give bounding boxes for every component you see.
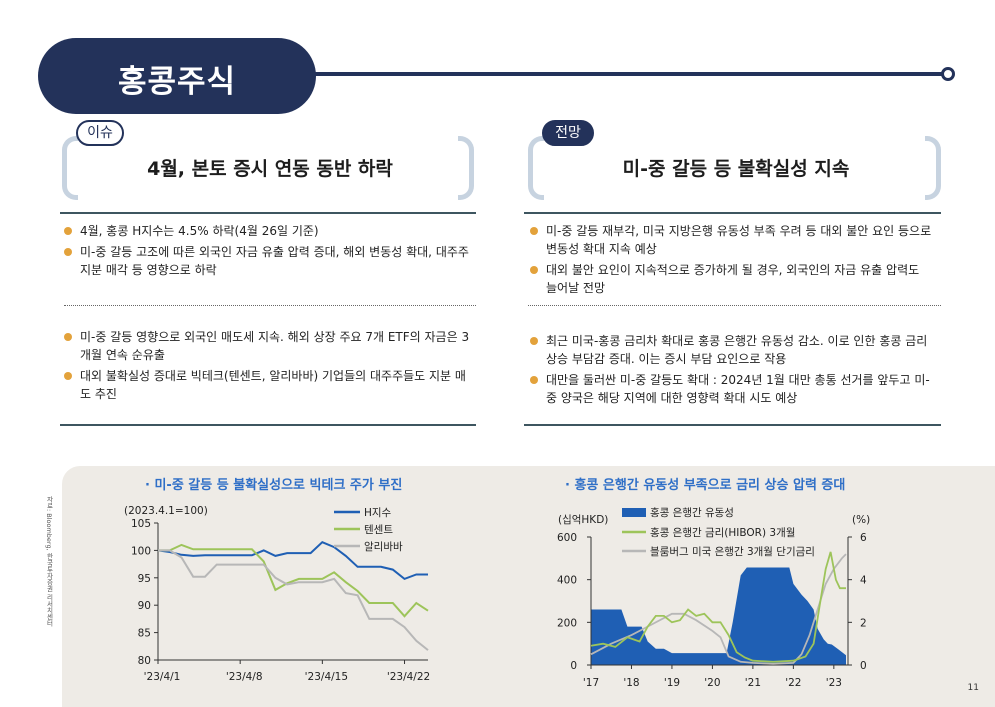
- x-tick-label: '23/4/1: [144, 671, 181, 683]
- right-y-tick-label: 0: [860, 660, 867, 672]
- y-tick-label: 105: [131, 518, 151, 530]
- left-dotted-divider: [64, 305, 476, 306]
- list-item: 미-중 갈등 영향으로 외국인 매도세 지속. 해외 상장 주요 7개 ETF의…: [62, 328, 476, 364]
- right-y-tick-label: 6: [860, 532, 867, 544]
- list-item: 대외 불안 요인이 지속적으로 증가하게 될 경우, 외국인의 자금 유출 압력…: [528, 261, 934, 297]
- left-y-tick-label: 600: [557, 532, 577, 544]
- list-item: 대외 불확실성 증대로 빅테크(텐센트, 알리바바) 기업들의 대주주들도 지분…: [62, 367, 476, 403]
- page-number: 11: [967, 683, 979, 693]
- list-item: 미-중 갈등 고조에 따른 외국인 자금 유출 압력 증대, 해외 변동성 확대…: [62, 243, 476, 279]
- y-tick-label: 100: [131, 545, 151, 557]
- list-item: 4월, 홍콩 H지수는 4.5% 하락(4월 26일 기준): [62, 222, 476, 240]
- chart2-title: · 홍콩 은행간 유동성 부족으로 금리 상승 압력 증대: [565, 478, 846, 493]
- left-y-tick-label: 400: [557, 575, 577, 587]
- left-y-tick-label: 200: [557, 617, 577, 629]
- left-axis-unit: (십억HKD): [558, 514, 608, 526]
- outlook-tag: 전망: [542, 120, 594, 146]
- left-bracket-open: [62, 136, 78, 200]
- outlook-bullets-1: 미-중 갈등 재부각, 미국 지방은행 유동성 부족 우려 등 대외 불안 요인…: [528, 222, 934, 300]
- list-item: 대만을 둘러싼 미-중 갈등도 확대 : 2024년 1월 대만 총통 선거를 …: [528, 371, 934, 407]
- legend-label: 텐센트: [364, 524, 393, 536]
- x-tick-label: '22: [785, 677, 801, 689]
- left-bottom-rule: [60, 424, 476, 426]
- hibor-line: [590, 551, 846, 663]
- issue-tag: 이슈: [76, 120, 124, 146]
- outlook-bullets-2: 최근 미국-홍콩 금리차 확대로 홍콩 은행간 유동성 감소. 이로 인한 홍콩…: [528, 332, 934, 410]
- source-note: 자료: Bloomberg, 한국투자증권 리서치센터: [45, 496, 53, 627]
- list-item: 최근 미국-홍콩 금리차 확대로 홍콩 은행간 유동성 감소. 이로 인한 홍콩…: [528, 332, 934, 368]
- left-top-rule: [60, 212, 476, 214]
- series-line-1: [157, 541, 428, 581]
- y-tick-label: 90: [138, 600, 151, 612]
- series-line-2: [158, 543, 429, 618]
- x-tick-label: '20: [704, 677, 720, 689]
- right-bottom-rule: [524, 424, 941, 426]
- legend-label: 홍콩 은행간 유동성: [650, 506, 734, 519]
- title-rule: [310, 72, 946, 76]
- x-tick-label: '21: [745, 677, 761, 689]
- right-bracket-close: [925, 136, 941, 200]
- title-rule-end-dot: [941, 67, 955, 81]
- y-axis-unit: (2023.4.1=100): [124, 505, 208, 517]
- legend-label: H지수: [364, 507, 392, 519]
- issue-bullets-2: 미-중 갈등 영향으로 외국인 매도세 지속. 해외 상장 주요 7개 ETF의…: [62, 328, 476, 406]
- right-bracket-open: [528, 136, 544, 200]
- series-line-3: [158, 549, 429, 651]
- x-tick-label: '23: [826, 677, 842, 689]
- right-y-tick-label: 4: [860, 575, 867, 587]
- issue-bullets-1: 4월, 홍콩 H지수는 4.5% 하락(4월 26일 기준) 미-중 갈등 고조…: [62, 222, 476, 282]
- legend-label: 블룸버그 미국 은행간 3개월 단기금리: [650, 546, 815, 558]
- right-dotted-divider: [528, 305, 941, 306]
- legend-swatch: [622, 508, 646, 517]
- x-tick-label: '18: [623, 677, 639, 689]
- title-banner: 홍콩주식: [38, 38, 316, 114]
- left-bracket-close: [458, 136, 474, 200]
- issue-title: 4월, 본토 증시 연동 동반 하락: [147, 158, 393, 180]
- y-tick-label: 85: [138, 628, 151, 640]
- y-tick-label: 95: [138, 573, 151, 585]
- right-top-rule: [524, 212, 941, 214]
- left-y-tick-label: 0: [570, 660, 577, 672]
- legend-label: 알리바바: [364, 541, 403, 553]
- x-tick-label: '23/4/22: [387, 671, 430, 683]
- us-rate-line: [590, 553, 847, 665]
- x-tick-label: '17: [583, 677, 599, 689]
- liquidity-area: [591, 567, 846, 665]
- x-tick-label: '23/4/15: [305, 671, 348, 683]
- page-title: 홍콩주식: [117, 64, 237, 100]
- y-tick-label: 80: [138, 655, 151, 667]
- x-tick-label: '19: [664, 677, 680, 689]
- list-item: 미-중 갈등 재부각, 미국 지방은행 유동성 부족 우려 등 대외 불안 요인…: [528, 222, 934, 258]
- legend-label: 홍콩 은행간 금리(HIBOR) 3개월: [650, 526, 795, 539]
- right-axis-unit: (%): [852, 514, 870, 526]
- x-tick-label: '23/4/8: [226, 671, 263, 683]
- outlook-title: 미-중 갈등 등 불확실성 지속: [622, 158, 850, 180]
- chart1-title: · 미-중 갈등 등 불확실성으로 빅테크 주가 부진: [145, 478, 403, 493]
- right-y-tick-label: 2: [860, 617, 867, 629]
